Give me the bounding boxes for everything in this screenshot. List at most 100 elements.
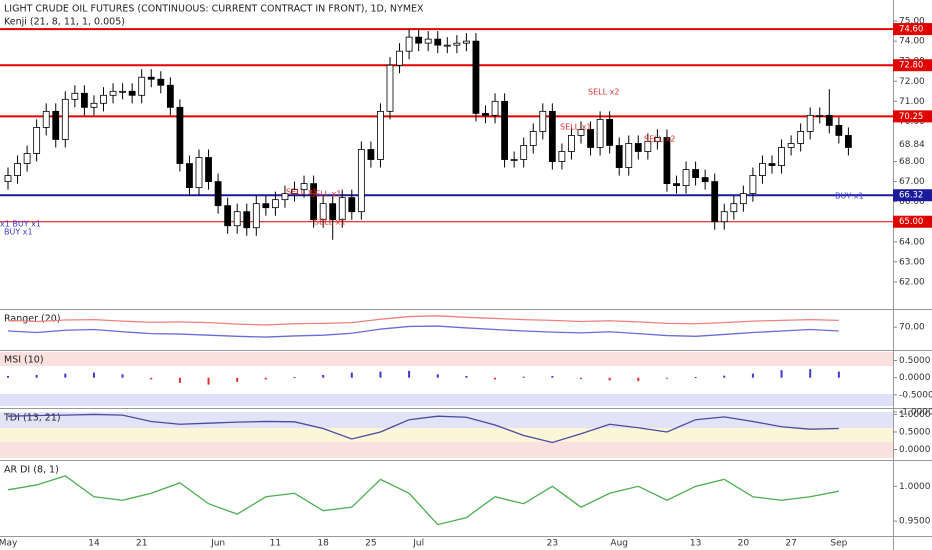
x-tick-label: 21: [136, 539, 147, 549]
tdi-upper-band: [0, 412, 893, 428]
candle-body: [510, 159, 518, 161]
candle-body: [759, 163, 766, 176]
price-level-label: 74.60: [899, 25, 923, 35]
candle-body: [348, 197, 356, 213]
signal-label: BUY x1: [4, 228, 33, 237]
histogram-bar: [121, 374, 124, 378]
candle-body: [482, 112, 489, 116]
indicator-line: [7, 325, 839, 338]
y-tick-label: 64.00: [899, 237, 925, 247]
price-level-tag: [893, 59, 932, 72]
price-level-tag: [893, 110, 932, 123]
chart-title: LIGHT CRUDE OIL FUTURES (CONTINUOUS: CUR…: [4, 4, 424, 15]
price-level-label: 72.80: [899, 61, 923, 71]
candle-body: [357, 149, 365, 213]
histogram-bar: [608, 377, 611, 381]
candle-body: [415, 36, 423, 44]
candle-body: [405, 36, 413, 52]
y-tick-label: 68.00: [899, 157, 925, 167]
histogram-bar: [207, 377, 210, 385]
x-tick-label: 23: [547, 539, 558, 549]
candle-body: [596, 118, 604, 148]
histogram-bar: [150, 377, 153, 380]
candle-body: [396, 50, 403, 66]
candle-body: [14, 163, 21, 176]
histogram-bar: [322, 374, 325, 378]
y-tick-label: 75.00: [899, 17, 925, 27]
candle-body: [615, 145, 623, 168]
candle-body: [663, 137, 671, 184]
candle-body: [281, 193, 289, 201]
candle-body: [673, 183, 680, 187]
candle-body: [243, 211, 251, 229]
signal-label: SELL x1: [560, 123, 591, 132]
candle-body: [644, 141, 652, 152]
candle-body: [768, 163, 776, 166]
candle-body: [42, 110, 50, 128]
candle-body: [720, 211, 728, 223]
y-tick-label: 0.5000: [899, 356, 931, 366]
candle-body: [654, 137, 661, 142]
candle-body: [166, 84, 174, 108]
candle-body: [692, 169, 699, 178]
y-tick-label: 70.00: [899, 323, 925, 333]
last-price-label: 68.84: [899, 140, 925, 150]
candle-body: [739, 193, 747, 205]
y-tick-label: 0.9500: [899, 517, 931, 527]
candle-body: [443, 44, 451, 47]
candle-body: [233, 211, 241, 227]
candle-body: [291, 189, 298, 195]
x-tick-label: 13: [690, 539, 701, 549]
candle-body: [90, 102, 98, 108]
candle-body: [548, 110, 556, 162]
candle-body: [778, 147, 785, 166]
y-tick-label: 72.00: [899, 77, 925, 87]
candle-body: [367, 149, 375, 160]
histogram-bar: [7, 376, 9, 378]
candle-body: [214, 181, 222, 207]
candle-body: [319, 203, 327, 221]
y-tick-label: 62.00: [899, 277, 925, 287]
candle-body: [81, 92, 88, 108]
x-tick-label: Sep: [830, 539, 847, 549]
y-tick-label: 0.0000: [899, 445, 931, 455]
candle-body: [186, 163, 193, 189]
histogram-bar: [178, 377, 181, 383]
indicator-line: [7, 413, 839, 444]
x-tick-label: 27: [785, 539, 796, 549]
histogram-bar: [809, 369, 812, 378]
histogram-bar: [694, 377, 697, 379]
candle-body: [749, 175, 757, 195]
histogram-bar: [436, 374, 439, 378]
y-tick-label: 66.00: [899, 197, 925, 207]
signal-label: SELL x2: [644, 135, 675, 144]
candle-body: [4, 175, 12, 182]
candle-body: [109, 90, 117, 96]
x-tick-label: 20: [738, 539, 750, 549]
candle-body: [147, 76, 155, 80]
candle-body: [845, 135, 852, 148]
candle-body: [252, 203, 260, 229]
candle-body: [71, 92, 79, 100]
candle-body: [568, 135, 575, 152]
candle-body: [338, 197, 346, 221]
candle-body: [377, 110, 384, 160]
candle-body: [472, 40, 480, 114]
candle-body: [329, 203, 337, 221]
pane-title: AR DI (8, 1): [4, 465, 59, 476]
candle-body: [434, 38, 442, 46]
x-tick-label: 18: [317, 539, 329, 549]
candle-body: [806, 114, 814, 132]
candle-body: [797, 131, 805, 144]
candle-body: [271, 199, 279, 209]
candle-body: [138, 76, 146, 96]
histogram-bar: [837, 371, 840, 378]
y-tick-label: 1.0000: [899, 410, 931, 420]
histogram-bar: [637, 377, 640, 382]
histogram-bar: [780, 370, 783, 378]
x-tick-label: 14: [88, 539, 100, 549]
histogram-bar: [494, 377, 497, 380]
candle-body: [835, 125, 843, 136]
y-tick-label: 63.00: [899, 257, 925, 267]
